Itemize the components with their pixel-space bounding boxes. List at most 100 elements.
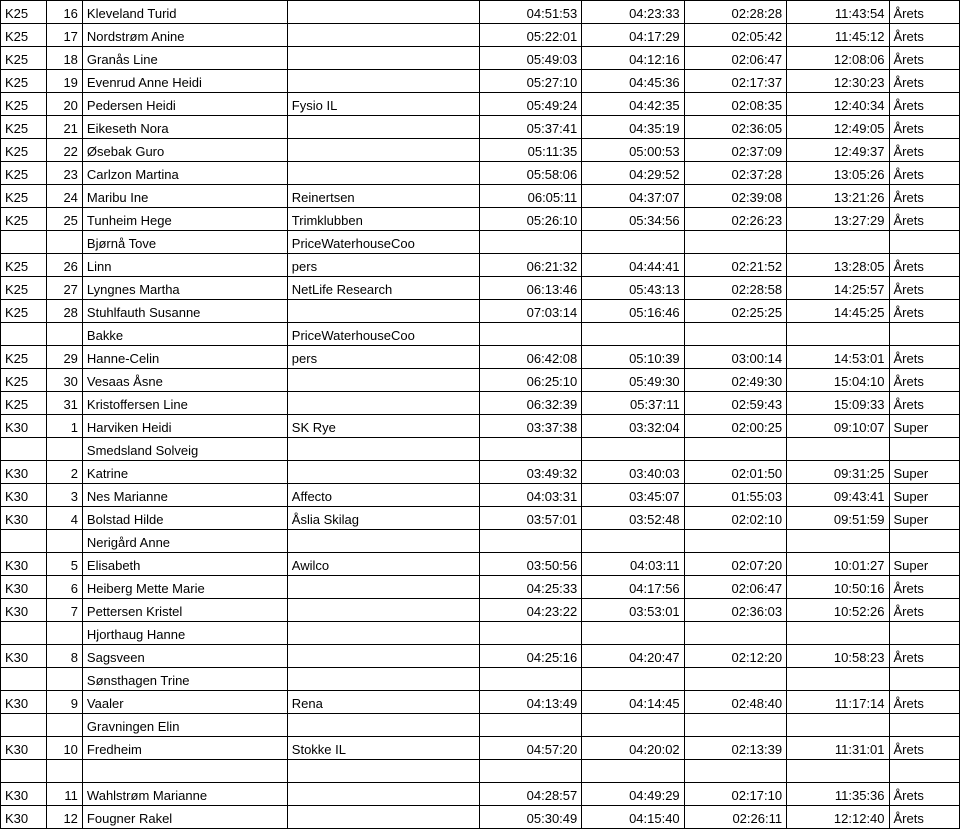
class-cell: K25 <box>1 369 47 392</box>
t4-cell: 10:01:27 <box>787 553 889 576</box>
table-row: K2516Kleveland Turid04:51:5304:23:3302:2… <box>1 1 960 24</box>
name-cell: Smedsland Solveig <box>82 438 287 461</box>
table-row: K3010FredheimStokke IL04:57:2004:20:0202… <box>1 737 960 760</box>
class-cell: K30 <box>1 484 47 507</box>
t2-cell: 03:53:01 <box>582 599 684 622</box>
num-cell: 19 <box>47 70 83 93</box>
t3-cell: 02:25:25 <box>684 300 786 323</box>
num-cell: 8 <box>47 645 83 668</box>
num-cell <box>47 714 83 737</box>
t1-cell: 06:13:46 <box>479 277 581 300</box>
table-row: K2524Maribu IneReinertsen06:05:1104:37:0… <box>1 185 960 208</box>
class-cell: K25 <box>1 300 47 323</box>
table-row: K2518Granås Line05:49:0304:12:1602:06:47… <box>1 47 960 70</box>
status-cell: Super <box>889 461 959 484</box>
t2-cell: 04:44:41 <box>582 254 684 277</box>
t3-cell <box>684 438 786 461</box>
name-cell: Harviken Heidi <box>82 415 287 438</box>
status-cell: Super <box>889 553 959 576</box>
t4-cell: 12:49:37 <box>787 139 889 162</box>
status-cell: Årets <box>889 254 959 277</box>
status-cell <box>889 530 959 553</box>
t4-cell: 15:09:33 <box>787 392 889 415</box>
club-cell <box>287 116 479 139</box>
t4-cell: 09:31:25 <box>787 461 889 484</box>
t4-cell <box>787 323 889 346</box>
t1-cell: 05:58:06 <box>479 162 581 185</box>
name-cell: Eikeseth Nora <box>82 116 287 139</box>
status-cell: Årets <box>889 576 959 599</box>
t2-cell: 05:16:46 <box>582 300 684 323</box>
t1-cell: 04:25:16 <box>479 645 581 668</box>
t4-cell: 11:35:36 <box>787 783 889 806</box>
t3-cell: 02:00:25 <box>684 415 786 438</box>
t1-cell <box>479 323 581 346</box>
class-cell: K30 <box>1 507 47 530</box>
t3-cell: 01:55:03 <box>684 484 786 507</box>
club-cell: Reinertsen <box>287 185 479 208</box>
table-row: K303Nes MarianneAffecto04:03:3103:45:070… <box>1 484 960 507</box>
name-cell: Øsebak Guro <box>82 139 287 162</box>
t1-cell: 03:37:38 <box>479 415 581 438</box>
t1-cell <box>479 530 581 553</box>
club-cell <box>287 576 479 599</box>
t4-cell: 12:30:23 <box>787 70 889 93</box>
results-tbody: K2516Kleveland Turid04:51:5304:23:3302:2… <box>1 1 960 829</box>
name-cell: Nerigård Anne <box>82 530 287 553</box>
t1-cell: 05:37:41 <box>479 116 581 139</box>
blank-row <box>1 760 960 783</box>
t2-cell: 04:15:40 <box>582 806 684 829</box>
t2-cell: 04:20:02 <box>582 737 684 760</box>
status-cell: Årets <box>889 185 959 208</box>
table-row: K308Sagsveen04:25:1604:20:4702:12:2010:5… <box>1 645 960 668</box>
t2-cell: 03:32:04 <box>582 415 684 438</box>
status-cell: Årets <box>889 806 959 829</box>
t3-cell <box>684 622 786 645</box>
t1-cell: 04:25:33 <box>479 576 581 599</box>
blank-cell <box>889 760 959 783</box>
table-row: K301Harviken HeidiSK Rye03:37:3803:32:04… <box>1 415 960 438</box>
name-cell: Gravningen Elin <box>82 714 287 737</box>
name-cell: Tunheim Hege <box>82 208 287 231</box>
class-cell <box>1 530 47 553</box>
t4-cell <box>787 231 889 254</box>
name-cell: Bolstad Hilde <box>82 507 287 530</box>
status-cell <box>889 714 959 737</box>
num-cell: 20 <box>47 93 83 116</box>
club-cell <box>287 1 479 24</box>
class-cell: K30 <box>1 599 47 622</box>
club-cell: Fysio IL <box>287 93 479 116</box>
table-row: K2527Lyngnes MarthaNetLife Research06:13… <box>1 277 960 300</box>
club-cell: Affecto <box>287 484 479 507</box>
blank-cell <box>479 760 581 783</box>
num-cell: 18 <box>47 47 83 70</box>
t1-cell: 05:22:01 <box>479 24 581 47</box>
t3-cell: 02:13:39 <box>684 737 786 760</box>
club-cell <box>287 806 479 829</box>
num-cell: 5 <box>47 553 83 576</box>
t1-cell: 03:49:32 <box>479 461 581 484</box>
t4-cell: 12:49:05 <box>787 116 889 139</box>
num-cell: 27 <box>47 277 83 300</box>
t2-cell <box>582 530 684 553</box>
num-cell: 16 <box>47 1 83 24</box>
t2-cell: 05:49:30 <box>582 369 684 392</box>
num-cell: 26 <box>47 254 83 277</box>
club-cell: pers <box>287 346 479 369</box>
t3-cell: 02:49:30 <box>684 369 786 392</box>
num-cell: 10 <box>47 737 83 760</box>
t3-cell: 02:37:28 <box>684 162 786 185</box>
t2-cell: 04:23:33 <box>582 1 684 24</box>
name-cell: Evenrud Anne Heidi <box>82 70 287 93</box>
name-cell: Hjorthaug Hanne <box>82 622 287 645</box>
num-cell <box>47 231 83 254</box>
num-cell: 6 <box>47 576 83 599</box>
class-cell: K30 <box>1 783 47 806</box>
status-cell: Årets <box>889 24 959 47</box>
status-cell <box>889 668 959 691</box>
num-cell: 29 <box>47 346 83 369</box>
table-row: K302Katrine03:49:3203:40:0302:01:5009:31… <box>1 461 960 484</box>
t3-cell: 02:36:03 <box>684 599 786 622</box>
t4-cell: 12:40:34 <box>787 93 889 116</box>
class-cell: K25 <box>1 185 47 208</box>
